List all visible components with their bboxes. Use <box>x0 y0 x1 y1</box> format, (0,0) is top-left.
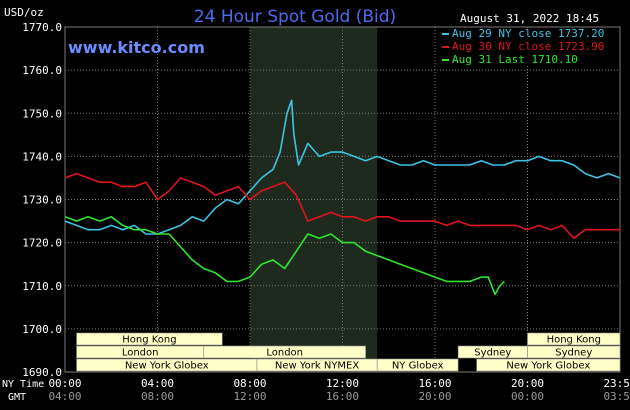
x-tick-label-ny: 00:00 <box>48 377 81 390</box>
series-line <box>64 172 620 240</box>
ny-time-label: NY Time <box>2 379 44 390</box>
legend-item-bg <box>438 41 617 53</box>
session-label: Hong Kong <box>122 335 176 346</box>
nymex-shade <box>250 27 378 372</box>
x-tick-label-gmt: 20:00 <box>418 390 451 403</box>
session-bar <box>376 358 459 372</box>
y-tick-label: 1730.0 <box>22 194 62 207</box>
y-tick-label: 1700.0 <box>22 323 62 336</box>
session-label: Hong Kong <box>547 335 601 346</box>
x-tick-label-ny: 23:59 <box>603 377 630 390</box>
x-tick-label-ny: 16:00 <box>418 377 451 390</box>
session-label: Sydney <box>474 348 511 359</box>
x-tick-label-gmt: 03:59 <box>603 390 630 403</box>
y-tick-label: 1710.0 <box>22 280 62 293</box>
legend-item-bg <box>438 54 617 66</box>
y-tick-label: 1690.0 <box>22 366 62 379</box>
x-tick-label-gmt: 04:00 <box>48 390 81 403</box>
x-tick-label-ny: 04:00 <box>141 377 174 390</box>
timestamp: August 31, 2022 18:45 <box>460 12 599 25</box>
x-tick-label-gmt: 00:00 <box>511 390 544 403</box>
y-unit-label: USD/oz <box>4 6 44 19</box>
session-label: London <box>122 348 159 359</box>
series-line <box>64 216 505 296</box>
series-line <box>64 99 621 235</box>
session-bar <box>203 345 366 359</box>
session-label: New York Globex <box>125 361 209 372</box>
session-bar <box>527 345 621 359</box>
legend-label: Aug 29 NY close 1737.20 <box>452 27 604 40</box>
x-tick-label-gmt: 16:00 <box>326 390 359 403</box>
chart-title: 24 Hour Spot Gold (Bid) <box>194 7 396 27</box>
y-tick-label: 1760.0 <box>22 64 62 77</box>
gmt-label: GMT <box>8 392 26 403</box>
session-bar <box>476 358 621 372</box>
session-label: New York Globex <box>506 361 590 372</box>
y-tick-label: 1750.0 <box>22 107 62 120</box>
session-label: Sydney <box>555 348 592 359</box>
legend-item-bg <box>438 28 617 40</box>
session-label: New York NYMEX <box>275 361 360 372</box>
x-tick-label-gmt: 08:00 <box>141 390 174 403</box>
y-tick-label: 1770.0 <box>22 21 62 34</box>
x-tick-label-ny: 08:00 <box>233 377 266 390</box>
legend-label: Aug 31 Last 1710.10 <box>452 53 578 66</box>
session-label: London <box>266 348 303 359</box>
session-bar <box>76 332 223 346</box>
y-tick-label: 1720.0 <box>22 237 62 250</box>
legend-label: Aug 30 NY close 1723.90 <box>452 40 604 53</box>
session-bar <box>527 332 621 346</box>
y-tick-label: 1740.0 <box>22 150 62 163</box>
x-tick-label-ny: 12:00 <box>326 377 359 390</box>
session-label: NY Globex <box>392 361 444 372</box>
x-tick-label-gmt: 12:00 <box>233 390 266 403</box>
watermark: www.kitco.com <box>68 38 205 57</box>
plot-border <box>64 26 621 373</box>
x-tick-label-ny: 20:00 <box>511 377 544 390</box>
